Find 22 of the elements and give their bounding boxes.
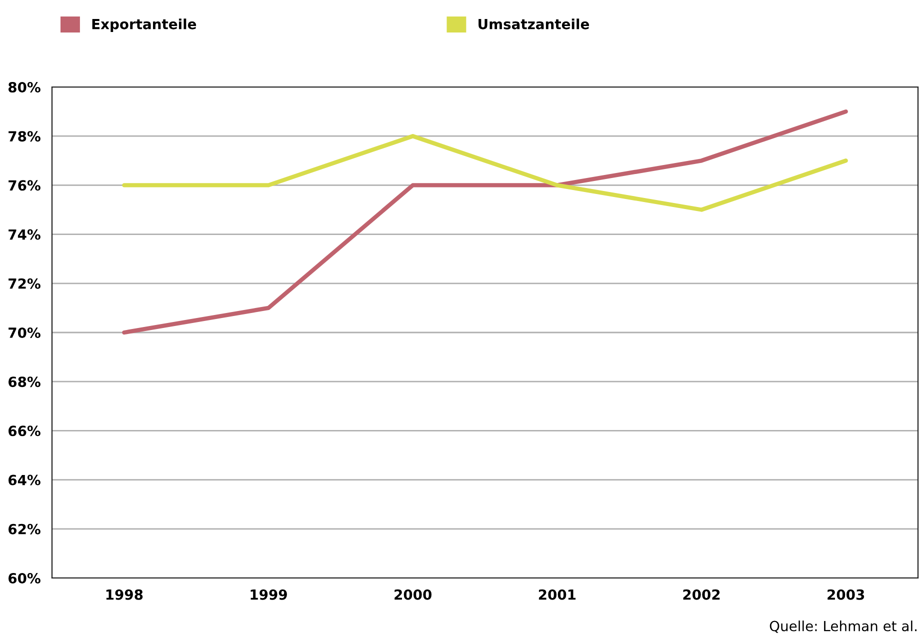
- y-tick-label: 66%: [8, 426, 40, 436]
- y-tick-label: 60%: [8, 572, 40, 584]
- x-tick-label: 2001: [538, 589, 576, 600]
- y-tick-label: 78%: [8, 131, 40, 142]
- y-tick-label: 72%: [8, 278, 40, 289]
- y-tick-label: 62%: [8, 524, 40, 534]
- x-tick-label: 1999: [250, 589, 287, 600]
- y-tick-label: 70%: [8, 327, 40, 338]
- y-tick-label: 64%: [8, 474, 40, 486]
- x-tick-label: 2000: [394, 589, 432, 600]
- line-series: [122, 134, 848, 212]
- y-tick-label: 68%: [8, 376, 40, 388]
- y-tick-label: 74%: [8, 229, 40, 240]
- y-tick-label: 80%: [8, 82, 40, 92]
- x-tick-label: 2003: [828, 589, 864, 600]
- source-note: Quelle: Lehman et al.: [770, 620, 917, 633]
- legend-label: Exportanteile: [92, 18, 196, 32]
- x-tick-label: 2002: [683, 589, 720, 600]
- line-series: [122, 109, 848, 335]
- y-tick-label: 76%: [8, 180, 40, 191]
- x-tick-label: 1998: [106, 589, 143, 600]
- legend-label: Umsatzanteile: [478, 18, 589, 30]
